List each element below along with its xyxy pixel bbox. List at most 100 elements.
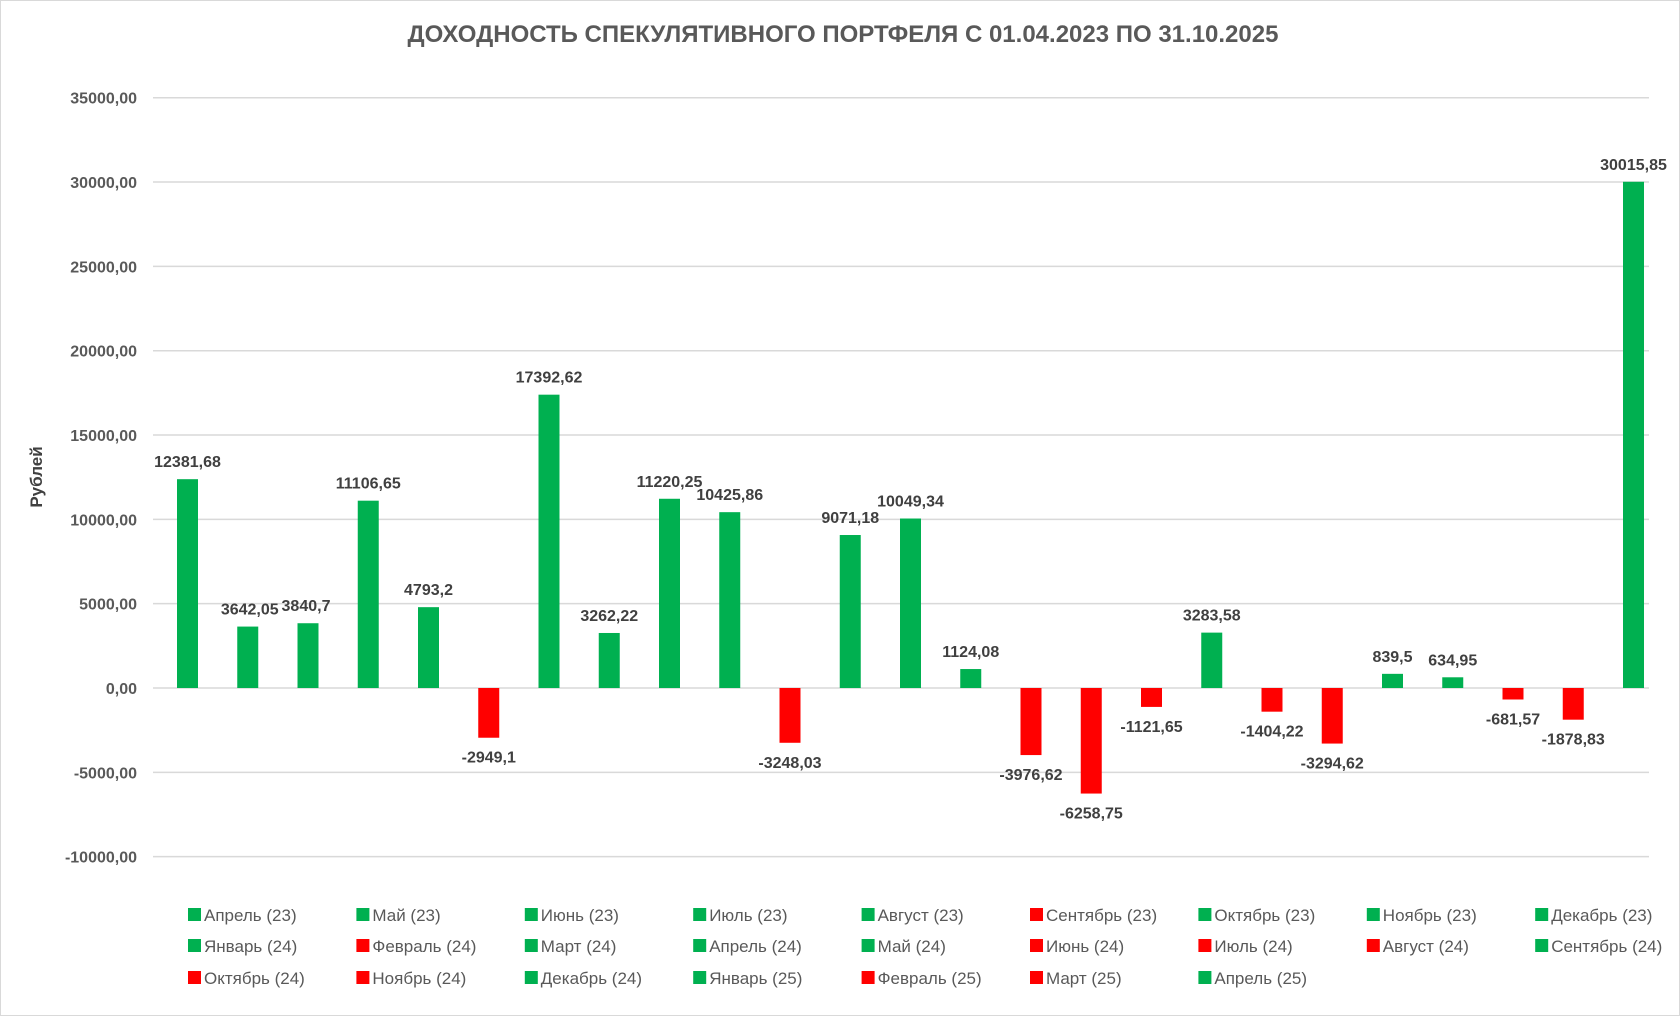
legend-swatch xyxy=(1030,971,1043,984)
legend-swatch xyxy=(1535,908,1549,921)
y-tick-label: 30000,00 xyxy=(70,175,137,192)
data-label: 1124,08 xyxy=(942,644,999,661)
legend-label: Август (24) xyxy=(1383,937,1469,956)
legend-item: Январь (25) xyxy=(693,969,802,988)
legend-label: Сентябрь (24) xyxy=(1551,937,1662,956)
legend-item: Апрель (23) xyxy=(188,906,297,925)
y-tick-label: -10000,00 xyxy=(65,850,137,867)
legend-item: Июль (23) xyxy=(693,906,788,925)
bar xyxy=(478,688,500,738)
legend-swatch xyxy=(1535,939,1549,952)
data-label: -6258,75 xyxy=(1060,806,1123,823)
bar xyxy=(1382,673,1403,688)
legend-swatch xyxy=(1366,908,1380,921)
legend-label: Июль (24) xyxy=(1214,937,1292,956)
legend-swatch xyxy=(693,971,707,984)
data-label: -2949,1 xyxy=(462,750,516,767)
data-label: 3642,05 xyxy=(221,602,279,619)
legend-label: Декабрь (23) xyxy=(1551,906,1652,925)
bar xyxy=(357,500,379,688)
legend-label: Ноябрь (23) xyxy=(1383,906,1477,925)
legend-item: Февраль (25) xyxy=(861,969,982,988)
y-tick-label: 35000,00 xyxy=(70,91,137,108)
bar xyxy=(1020,688,1042,756)
data-label: -3248,03 xyxy=(758,755,821,772)
bar xyxy=(297,623,319,688)
bar xyxy=(1562,688,1584,720)
legend-item: Февраль (24) xyxy=(356,937,476,956)
bar xyxy=(719,512,741,688)
bar xyxy=(598,632,620,688)
legend-label: Август (23) xyxy=(878,906,964,925)
legend-item: Май (24) xyxy=(861,937,946,956)
legend-swatch xyxy=(188,908,201,921)
legend-swatch xyxy=(1198,908,1212,921)
legend-swatch xyxy=(861,908,875,921)
legend-swatch xyxy=(188,971,201,984)
legend-item: Октябрь (23) xyxy=(1198,906,1315,925)
data-label: 4793,2 xyxy=(404,582,453,599)
data-label: 12381,68 xyxy=(154,454,221,471)
chart-title: ДОХОДНОСТЬ СПЕКУЛЯТИВНОГО ПОРТФЕЛЯ С 01.… xyxy=(408,21,1279,48)
legend-item: Ноябрь (23) xyxy=(1366,906,1477,925)
data-label: 30015,85 xyxy=(1600,157,1667,174)
y-tick-label: 20000,00 xyxy=(70,344,137,361)
legend-swatch xyxy=(356,908,370,921)
bar xyxy=(177,479,198,688)
data-label: 3262,22 xyxy=(580,608,638,625)
legend-label: Март (25) xyxy=(1046,969,1122,988)
legend-swatch xyxy=(1030,908,1043,921)
legend-item: Май (23) xyxy=(356,906,441,925)
legend-item: Ноябрь (24) xyxy=(356,969,466,988)
legend-item: Март (25) xyxy=(1030,969,1122,988)
y-tick-label: 10000,00 xyxy=(70,512,137,529)
legend-label: Октябрь (23) xyxy=(1214,906,1315,925)
legend-label: Ноябрь (24) xyxy=(372,969,466,988)
data-label: -681,57 xyxy=(1486,711,1540,728)
data-label: -1121,65 xyxy=(1120,719,1182,736)
legend-swatch xyxy=(356,971,370,984)
data-labels: 12381,68 3642,05 3840,7 11106,65 4793,2 -2949… xyxy=(154,157,1667,823)
bar xyxy=(1502,688,1524,700)
y-tick-label: 0,00 xyxy=(106,681,137,698)
data-label: -3294,62 xyxy=(1301,756,1364,773)
data-label: 17392,62 xyxy=(516,370,583,387)
data-label: 3283,58 xyxy=(1183,608,1241,625)
legend-label: Декабрь (24) xyxy=(541,969,642,988)
legend-item: Июнь (23) xyxy=(524,906,619,925)
legend-label: Апрель (25) xyxy=(1214,969,1307,988)
y-tick-label: -5000,00 xyxy=(74,765,137,782)
legend-item: Декабрь (23) xyxy=(1535,906,1652,925)
data-label: 11106,65 xyxy=(336,476,401,493)
legend-swatch xyxy=(1198,939,1212,952)
data-label: -1878,83 xyxy=(1542,732,1605,749)
legend-label: Июнь (24) xyxy=(1046,937,1124,956)
legend-item: Сентябрь (24) xyxy=(1535,937,1662,956)
data-label: -3976,62 xyxy=(999,767,1062,784)
data-label: 634,95 xyxy=(1428,652,1477,669)
legend-label: Июль (23) xyxy=(709,906,787,925)
legend-swatch xyxy=(188,939,201,952)
legend-item: Апрель (25) xyxy=(1198,969,1307,988)
bar xyxy=(839,535,861,688)
data-label: 11220,25 xyxy=(637,474,703,491)
legend-item: Декабрь (24) xyxy=(524,969,642,988)
legend-swatch xyxy=(524,971,538,984)
bar xyxy=(1261,688,1283,712)
legend-item: Октябрь (24) xyxy=(188,969,305,988)
bar xyxy=(1321,688,1343,744)
y-tick-label: 15000,00 xyxy=(70,428,137,445)
legend-item: Апрель (24) xyxy=(693,937,802,956)
legend-swatch xyxy=(1030,939,1043,952)
data-label: 839,5 xyxy=(1372,649,1412,666)
bar xyxy=(237,626,259,688)
legend-swatch xyxy=(861,939,875,952)
legend-label: Январь (25) xyxy=(709,969,802,988)
legend-item: Июль (24) xyxy=(1198,937,1293,956)
legend-item: Август (23) xyxy=(861,906,964,925)
legend-label: Февраль (25) xyxy=(878,969,982,988)
bar xyxy=(418,607,439,688)
bar xyxy=(900,518,921,688)
legend-label: Октябрь (24) xyxy=(204,969,305,988)
